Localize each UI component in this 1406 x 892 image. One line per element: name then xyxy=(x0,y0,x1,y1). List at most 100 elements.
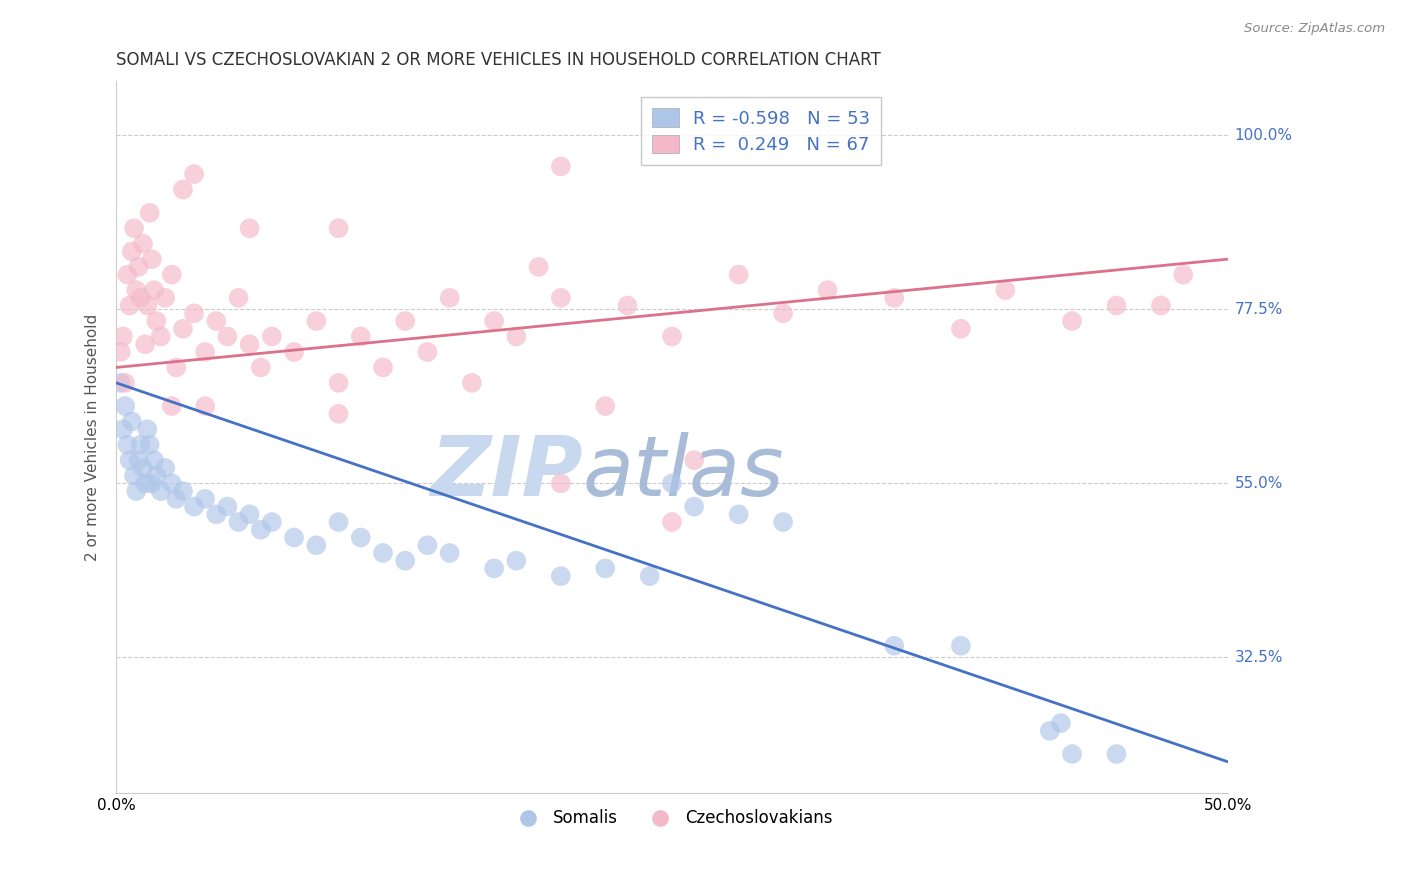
Point xyxy=(883,291,905,305)
Point xyxy=(482,561,505,575)
Point xyxy=(136,422,159,436)
Point xyxy=(125,283,148,297)
Point xyxy=(239,508,262,522)
Point xyxy=(394,554,416,568)
Point xyxy=(371,360,394,375)
Point xyxy=(239,337,262,351)
Point xyxy=(128,453,150,467)
Point xyxy=(138,206,160,220)
Point xyxy=(260,329,283,343)
Point xyxy=(122,221,145,235)
Point xyxy=(129,291,152,305)
Point xyxy=(550,160,572,174)
Point xyxy=(172,322,194,336)
Point xyxy=(141,476,163,491)
Point xyxy=(153,461,176,475)
Point xyxy=(183,500,205,514)
Point xyxy=(153,291,176,305)
Point xyxy=(949,639,972,653)
Point xyxy=(883,639,905,653)
Point xyxy=(661,476,683,491)
Point xyxy=(260,515,283,529)
Point xyxy=(439,546,461,560)
Point xyxy=(550,569,572,583)
Point xyxy=(121,244,143,259)
Point xyxy=(114,376,136,390)
Point xyxy=(616,299,638,313)
Y-axis label: 2 or more Vehicles in Household: 2 or more Vehicles in Household xyxy=(86,313,100,561)
Point xyxy=(145,468,167,483)
Point xyxy=(136,299,159,313)
Point xyxy=(283,531,305,545)
Point xyxy=(727,268,749,282)
Point xyxy=(1105,299,1128,313)
Point xyxy=(439,291,461,305)
Point xyxy=(249,523,271,537)
Point xyxy=(283,345,305,359)
Text: 55.0%: 55.0% xyxy=(1234,476,1282,491)
Point xyxy=(217,329,239,343)
Point xyxy=(328,376,350,390)
Point xyxy=(194,399,217,413)
Point xyxy=(817,283,839,297)
Point xyxy=(638,569,661,583)
Point xyxy=(122,468,145,483)
Point xyxy=(172,484,194,499)
Point xyxy=(132,236,155,251)
Point xyxy=(228,291,250,305)
Point xyxy=(505,554,527,568)
Point xyxy=(228,515,250,529)
Point xyxy=(121,415,143,429)
Point xyxy=(305,314,328,328)
Point xyxy=(661,329,683,343)
Point xyxy=(1150,299,1173,313)
Point xyxy=(118,299,141,313)
Point xyxy=(160,476,183,491)
Point xyxy=(683,453,706,467)
Point xyxy=(593,561,616,575)
Point xyxy=(305,538,328,552)
Point xyxy=(328,515,350,529)
Point xyxy=(183,306,205,320)
Point xyxy=(239,221,262,235)
Point xyxy=(1060,747,1083,761)
Point xyxy=(527,260,550,274)
Point xyxy=(138,438,160,452)
Point xyxy=(217,500,239,514)
Point xyxy=(114,399,136,413)
Point xyxy=(145,314,167,328)
Point xyxy=(194,491,217,506)
Point xyxy=(110,345,132,359)
Point xyxy=(949,322,972,336)
Point xyxy=(128,260,150,274)
Text: Source: ZipAtlas.com: Source: ZipAtlas.com xyxy=(1244,22,1385,36)
Point xyxy=(117,438,139,452)
Point xyxy=(160,399,183,413)
Point xyxy=(111,329,134,343)
Point xyxy=(143,283,166,297)
Point xyxy=(1105,747,1128,761)
Text: 77.5%: 77.5% xyxy=(1234,301,1282,317)
Point xyxy=(1173,268,1195,282)
Point xyxy=(482,314,505,328)
Point xyxy=(149,329,172,343)
Point xyxy=(165,491,187,506)
Text: 100.0%: 100.0% xyxy=(1234,128,1292,143)
Legend: Somalis, Czechoslovakians: Somalis, Czechoslovakians xyxy=(505,803,839,834)
Point xyxy=(350,329,373,343)
Point xyxy=(249,360,271,375)
Point xyxy=(205,508,228,522)
Point xyxy=(118,453,141,467)
Point xyxy=(132,461,155,475)
Point xyxy=(1050,716,1073,731)
Point xyxy=(772,306,794,320)
Point xyxy=(683,500,706,514)
Point xyxy=(160,268,183,282)
Point xyxy=(461,376,484,390)
Point xyxy=(1039,723,1062,738)
Point xyxy=(350,531,373,545)
Point xyxy=(661,515,683,529)
Point xyxy=(194,345,217,359)
Point xyxy=(205,314,228,328)
Text: SOMALI VS CZECHOSLOVAKIAN 2 OR MORE VEHICLES IN HOUSEHOLD CORRELATION CHART: SOMALI VS CZECHOSLOVAKIAN 2 OR MORE VEHI… xyxy=(117,51,882,69)
